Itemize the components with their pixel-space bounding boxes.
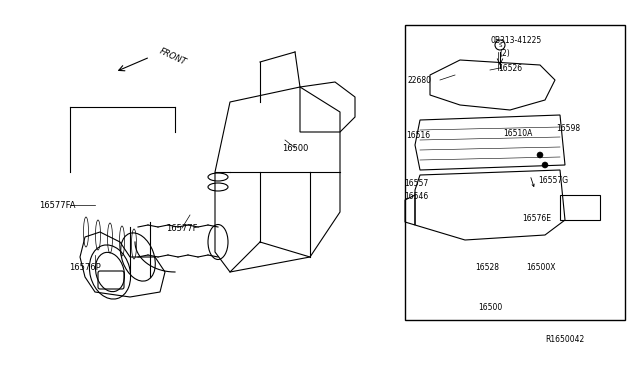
Text: 16577FA: 16577FA <box>39 201 76 209</box>
Text: 16500X: 16500X <box>526 263 556 273</box>
Text: 16526: 16526 <box>498 64 522 73</box>
Circle shape <box>537 152 543 158</box>
Text: 16598: 16598 <box>556 124 580 132</box>
Text: 22680: 22680 <box>408 76 432 84</box>
Text: 16500: 16500 <box>282 144 308 153</box>
FancyArrowPatch shape <box>531 178 534 186</box>
Text: 16510A: 16510A <box>503 128 532 138</box>
Text: 16576P: 16576P <box>69 263 101 272</box>
Text: 16516: 16516 <box>406 131 430 140</box>
Circle shape <box>542 162 548 168</box>
Text: 16557: 16557 <box>404 179 428 187</box>
Text: 16528: 16528 <box>475 263 499 273</box>
Text: 16577F: 16577F <box>166 224 198 232</box>
Text: FRONT: FRONT <box>158 47 188 67</box>
Text: R1650042: R1650042 <box>545 336 584 344</box>
Text: S: S <box>499 42 502 48</box>
Text: 16500: 16500 <box>478 302 502 311</box>
Text: 16546: 16546 <box>404 192 428 201</box>
Bar <box>405 25 625 320</box>
Text: (2): (2) <box>500 48 510 58</box>
Text: 0B313-41225: 0B313-41225 <box>490 35 541 45</box>
Text: 16576E: 16576E <box>522 214 552 222</box>
Text: 16557G: 16557G <box>538 176 568 185</box>
